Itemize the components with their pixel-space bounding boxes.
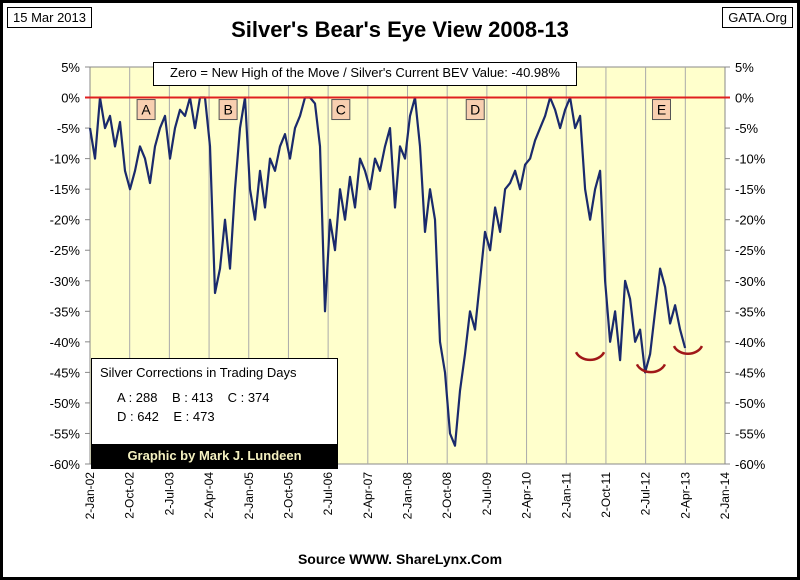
y-tick-label-right: -20% xyxy=(735,213,766,228)
y-tick-label-left: -45% xyxy=(50,365,81,380)
x-tick-label: 2-Oct-02 xyxy=(123,472,137,519)
y-tick-label-left: -15% xyxy=(50,182,81,197)
source-footer: Source WWW. ShareLynx.Com xyxy=(297,551,503,567)
x-tick-label: 2-Apr-04 xyxy=(202,472,216,519)
legend-row-1: A : 288 B : 413 C : 374 xyxy=(92,380,337,405)
x-tick-label: 2-Oct-11 xyxy=(599,472,613,518)
legend-row-2: D : 642 E : 473 xyxy=(92,405,337,424)
silver-bev-line xyxy=(88,96,687,447)
y-tick-label-left: -25% xyxy=(50,243,81,258)
correction-marker-label: C xyxy=(336,102,346,118)
y-tick-label-right: 0% xyxy=(735,91,754,106)
correction-marker-box xyxy=(465,99,485,121)
bottom-arc-annotation xyxy=(672,345,704,355)
y-tick-label-left: -55% xyxy=(50,426,81,441)
credit-banner: Graphic by Mark J. Lundeen xyxy=(92,444,337,468)
y-tick-label-right: -50% xyxy=(735,396,766,411)
bottom-arc-annotation xyxy=(574,351,606,362)
x-tick-label: 2-Jan-08 xyxy=(401,472,415,520)
y-tick-label-right: -25% xyxy=(735,243,766,258)
y-tick-label-right: -40% xyxy=(735,335,766,350)
x-tick-label: 2-Jul-09 xyxy=(480,472,494,516)
y-tick-label-right: -30% xyxy=(735,274,766,289)
x-tick-label: 2-Apr-13 xyxy=(678,472,692,519)
x-tick-label: 2-Jul-06 xyxy=(321,472,335,516)
x-tick-label: 2-Apr-07 xyxy=(361,472,375,519)
y-tick-label-right: -10% xyxy=(735,152,766,167)
x-tick-label: 2-Apr-10 xyxy=(520,472,534,519)
y-tick-label-right: -55% xyxy=(735,426,766,441)
x-tick-label: 2-Jan-11 xyxy=(559,472,573,519)
correction-marker-label: E xyxy=(657,102,666,118)
source-badge: GATA.Org xyxy=(722,7,793,28)
legend-box: Silver Corrections in Trading Days A : 2… xyxy=(91,358,338,469)
y-tick-label-left: -40% xyxy=(50,335,81,350)
x-tick-label: 2-Jul-12 xyxy=(639,472,653,516)
correction-marker-box xyxy=(652,99,671,121)
legend-entry-c: C : 374 xyxy=(227,390,270,405)
bottom-arc-annotation xyxy=(635,363,667,374)
y-tick-label-left: -5% xyxy=(57,121,81,136)
x-tick-label: 2-Oct-05 xyxy=(281,472,295,519)
correction-marker-label: B xyxy=(223,102,232,118)
y-tick-label-left: -30% xyxy=(50,274,81,289)
y-tick-label-left: 5% xyxy=(61,60,80,75)
correction-marker-label: D xyxy=(470,102,480,118)
x-tick-label: 2-Oct-08 xyxy=(440,472,454,519)
y-tick-label-left: 0% xyxy=(61,91,80,106)
date-badge: 15 Mar 2013 xyxy=(7,7,92,28)
legend-title: Silver Corrections in Trading Days xyxy=(100,365,297,380)
x-tick-label: 2-Jul-03 xyxy=(162,472,176,516)
y-tick-label-right: -5% xyxy=(735,121,759,136)
correction-marker-box xyxy=(136,99,156,121)
x-tick-label: 2-Jan-05 xyxy=(242,472,256,520)
y-tick-label-left: -60% xyxy=(50,457,81,472)
chart-subtitle: Zero = New High of the Move / Silver's C… xyxy=(153,62,577,86)
legend-entry-a: A : 288 xyxy=(117,390,158,405)
y-tick-label-right: -45% xyxy=(735,365,766,380)
y-tick-label-right: -60% xyxy=(735,457,766,472)
x-tick-label: 2-Jan-02 xyxy=(83,472,97,520)
legend-entry-b: B : 413 xyxy=(171,390,214,405)
y-tick-label-right: 5% xyxy=(735,60,754,75)
correction-marker-box xyxy=(218,99,238,121)
legend-entry-e: E : 473 xyxy=(173,409,215,424)
y-tick-label-left: -20% xyxy=(50,213,81,228)
chart-title: Silver's Bear's Eye View 2008-13 xyxy=(231,17,569,42)
y-tick-label-right: -15% xyxy=(735,182,766,197)
y-tick-label-right: -35% xyxy=(735,304,766,319)
y-tick-label-left: -35% xyxy=(50,304,81,319)
y-tick-label-left: -10% xyxy=(50,152,81,167)
y-tick-label-left: -50% xyxy=(50,396,81,411)
legend-entry-d: D : 642 xyxy=(117,409,159,424)
correction-marker-box xyxy=(331,99,351,121)
correction-marker-label: A xyxy=(141,102,151,118)
x-tick-label: 2-Jan-14 xyxy=(718,472,732,520)
chart-svg: 2-Jan-02 2-Oct-02 2-Jul-03 2-Apr-04 2-Jan-05… xyxy=(50,60,766,520)
